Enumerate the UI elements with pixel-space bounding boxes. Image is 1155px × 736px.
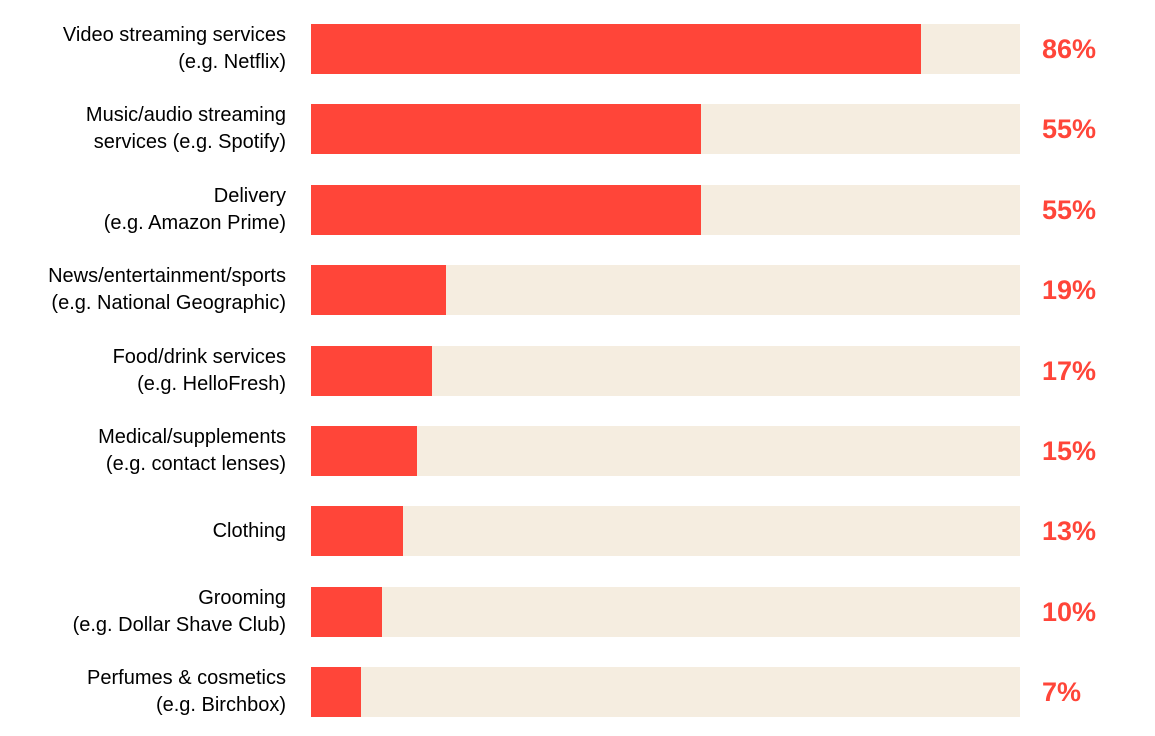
category-label-line: (e.g. National Geographic)	[51, 292, 286, 314]
category-label-line: Grooming	[198, 587, 286, 609]
category-label-line: Perfumes & cosmetics	[87, 667, 286, 689]
category-label-line: Music/audio streaming	[85, 104, 286, 126]
category-label-line: News/entertainment/sports	[48, 265, 286, 287]
category-label-line: services (e.g. Spotify)	[93, 131, 286, 153]
value-label: 13%	[1042, 516, 1097, 546]
value-label: 19%	[1042, 275, 1097, 305]
bar	[311, 506, 404, 556]
bar-track	[311, 265, 1020, 315]
bar	[311, 104, 701, 154]
category-label-line: (e.g. Amazon Prime)	[103, 212, 286, 234]
category-label: News/entertainment/sports (e.g. National …	[0, 263, 286, 317]
bar-track	[311, 667, 1020, 717]
bar	[311, 426, 418, 476]
category-label-line: (e.g. Birchbox)	[155, 694, 286, 716]
category-label-line: (e.g. HelloFresh)	[137, 373, 286, 395]
bar-track	[311, 426, 1020, 476]
category-label: Medical/supplements (e.g. contact lenses)	[0, 424, 286, 478]
bar-track	[311, 104, 1020, 154]
category-label: Clothing	[0, 518, 286, 545]
bar-track	[311, 24, 1020, 74]
category-label-line: (e.g. contact lenses)	[105, 453, 286, 475]
category-label: Perfumes & cosmetics (e.g. Birchbox)	[0, 665, 286, 719]
category-label-line: Video streaming services	[62, 24, 286, 46]
category-label-line: Delivery	[213, 185, 286, 207]
category-label-line: (e.g. Dollar Shave Club)	[72, 614, 286, 636]
value-label: 17%	[1042, 356, 1097, 386]
bar-track	[311, 506, 1020, 556]
category-label-line: Medical/supplements	[98, 426, 286, 448]
category-label-line: Food/drink services	[112, 346, 286, 368]
bar	[311, 265, 446, 315]
category-label-line: Clothing	[212, 519, 286, 542]
value-label: 55%	[1042, 114, 1097, 144]
value-label: 7%	[1042, 677, 1082, 707]
category-label-line: (e.g. Netflix)	[178, 51, 286, 73]
bar	[311, 346, 432, 396]
bar	[311, 24, 921, 74]
value-label: 15%	[1042, 436, 1097, 466]
value-label: 86%	[1042, 34, 1097, 64]
category-label: Delivery (e.g. Amazon Prime)	[0, 183, 286, 237]
bar	[311, 667, 361, 717]
bar	[311, 587, 382, 637]
value-label: 55%	[1042, 195, 1097, 225]
bar-track	[311, 587, 1020, 637]
bar-track	[311, 185, 1020, 235]
category-label: Music/audio streaming services (e.g. Spot…	[0, 102, 286, 156]
category-label: Grooming (e.g. Dollar Shave Club)	[0, 585, 286, 639]
value-label: 10%	[1042, 597, 1097, 627]
bar-track	[311, 346, 1020, 396]
category-label: Food/drink services (e.g. HelloFresh)	[0, 344, 286, 398]
bar	[311, 185, 701, 235]
category-label: Video streaming services (e.g. Netflix)	[0, 22, 286, 76]
